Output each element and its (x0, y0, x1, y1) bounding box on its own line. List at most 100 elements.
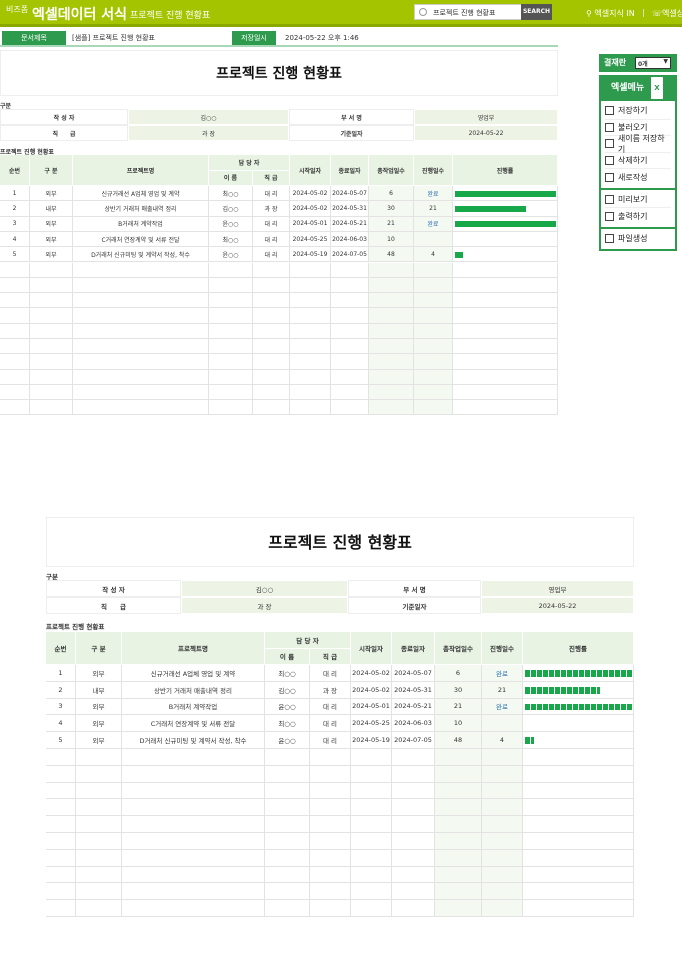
empty-cell[interactable] (310, 799, 351, 817)
empty-cell[interactable] (331, 323, 369, 339)
empty-cell[interactable] (392, 816, 435, 833)
empty-cell[interactable] (453, 339, 558, 355)
empty-cell[interactable] (414, 354, 453, 370)
cell-rank[interactable]: 대 리 (310, 732, 351, 749)
empty-cell[interactable] (0, 400, 30, 416)
cell-rank[interactable]: 대 리 (253, 216, 290, 232)
cell-name[interactable]: 김○○ (265, 681, 310, 699)
cell-project[interactable]: C거래처 연장계약 및 서류 전달 (122, 715, 265, 733)
cell-start[interactable]: 2024-05-25 (290, 231, 331, 248)
menu-item-4[interactable]: 새로작성 (605, 169, 671, 186)
cell-name[interactable]: 윤○○ (265, 732, 310, 749)
empty-cell[interactable] (73, 293, 209, 309)
cell-type[interactable]: 외부 (76, 665, 122, 682)
empty-cell[interactable] (265, 833, 310, 850)
empty-cell[interactable] (122, 866, 265, 884)
cell-no[interactable]: 2 (0, 201, 30, 217)
empty-cell[interactable] (331, 354, 369, 370)
empty-cell[interactable] (453, 323, 558, 339)
empty-cell[interactable] (30, 354, 73, 370)
empty-cell[interactable] (331, 308, 369, 324)
empty-cell[interactable] (253, 293, 290, 309)
empty-cell[interactable] (209, 277, 253, 294)
empty-cell[interactable] (290, 339, 331, 355)
empty-cell[interactable] (265, 749, 310, 766)
cell-elapsed[interactable]: 21 (482, 681, 523, 699)
empty-cell[interactable] (482, 782, 523, 800)
empty-cell[interactable] (331, 369, 369, 385)
cell-end[interactable]: 2024-06-03 (392, 715, 435, 733)
empty-cell[interactable] (122, 833, 265, 850)
empty-cell[interactable] (392, 765, 435, 783)
empty-cell[interactable] (290, 308, 331, 324)
empty-cell[interactable] (523, 765, 634, 783)
info-rank[interactable]: 과 장 (128, 125, 289, 141)
empty-cell[interactable] (453, 354, 558, 370)
cell-no[interactable]: 1 (46, 665, 76, 682)
empty-cell[interactable] (369, 400, 414, 416)
empty-cell[interactable] (290, 400, 331, 416)
cell-total_days[interactable]: 10 (369, 231, 414, 248)
cell-project[interactable]: B거래처 계약작업 (73, 216, 209, 232)
empty-cell[interactable] (30, 384, 73, 401)
empty-cell[interactable] (351, 782, 392, 800)
empty-cell[interactable] (351, 765, 392, 783)
empty-cell[interactable] (30, 262, 73, 278)
cell-total_days[interactable]: 6 (369, 186, 414, 202)
cell-elapsed[interactable]: 4 (414, 247, 453, 263)
empty-cell[interactable] (290, 277, 331, 294)
cell-total_days[interactable]: 6 (435, 665, 482, 682)
empty-cell[interactable] (76, 749, 122, 766)
cell-progress[interactable] (523, 715, 634, 733)
cell-start[interactable]: 2024-05-19 (351, 732, 392, 749)
empty-cell[interactable] (209, 400, 253, 416)
empty-cell[interactable] (290, 262, 331, 278)
empty-cell[interactable] (351, 749, 392, 766)
empty-cell[interactable] (46, 833, 76, 850)
info-date[interactable]: 2024-05-22 (481, 597, 634, 614)
brand-logo[interactable]: 엑셀데이터 서식 (32, 7, 128, 23)
cell-progress[interactable] (523, 665, 634, 682)
empty-cell[interactable] (76, 799, 122, 817)
info-date[interactable]: 2024-05-22 (414, 125, 558, 141)
empty-cell[interactable] (0, 262, 30, 278)
cell-start[interactable]: 2024-05-19 (290, 247, 331, 263)
cell-total_days[interactable]: 21 (435, 698, 482, 716)
empty-cell[interactable] (46, 883, 76, 901)
empty-cell[interactable] (122, 782, 265, 800)
empty-cell[interactable] (0, 293, 30, 309)
menu-item-0[interactable]: 저장하기 (605, 103, 671, 120)
empty-cell[interactable] (369, 323, 414, 339)
empty-cell[interactable] (331, 339, 369, 355)
cell-project[interactable]: 신규거래선 A업체 영업 및 계약 (73, 186, 209, 202)
cell-total_days[interactable]: 21 (369, 216, 414, 232)
cell-progress[interactable] (453, 216, 558, 232)
cell-rank[interactable]: 대 리 (310, 665, 351, 682)
empty-cell[interactable] (209, 293, 253, 309)
cell-end[interactable]: 2024-05-21 (392, 698, 435, 716)
menu-item-2[interactable]: 새이름 저장하기 (605, 134, 671, 154)
cell-rank[interactable]: 대 리 (253, 186, 290, 202)
empty-cell[interactable] (76, 782, 122, 800)
empty-cell[interactable] (30, 277, 73, 294)
empty-cell[interactable] (0, 323, 30, 339)
empty-cell[interactable] (0, 339, 30, 355)
empty-cell[interactable] (435, 900, 482, 917)
empty-cell[interactable] (46, 782, 76, 800)
cell-end[interactable]: 2024-07-05 (392, 732, 435, 749)
empty-cell[interactable] (76, 883, 122, 901)
empty-cell[interactable] (414, 323, 453, 339)
empty-cell[interactable] (122, 749, 265, 766)
empty-cell[interactable] (73, 308, 209, 324)
empty-cell[interactable] (73, 339, 209, 355)
empty-cell[interactable] (253, 262, 290, 278)
empty-cell[interactable] (310, 782, 351, 800)
empty-cell[interactable] (310, 883, 351, 901)
empty-cell[interactable] (46, 816, 76, 833)
empty-cell[interactable] (290, 384, 331, 401)
cell-total_days[interactable]: 10 (435, 715, 482, 733)
cell-progress[interactable] (453, 231, 558, 248)
cell-elapsed[interactable]: 4 (482, 732, 523, 749)
empty-cell[interactable] (351, 883, 392, 901)
